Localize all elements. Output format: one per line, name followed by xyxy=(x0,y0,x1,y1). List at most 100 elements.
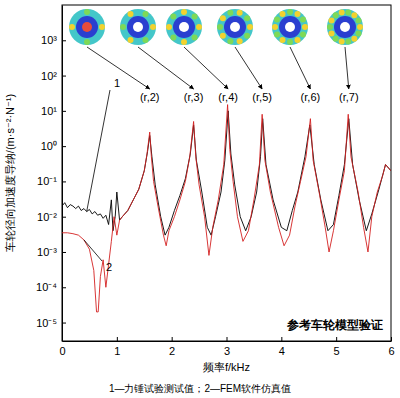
mode-shape-lobe xyxy=(280,11,286,17)
y-tick-mark xyxy=(62,252,66,253)
y-tick: 10¹ xyxy=(41,105,66,117)
mode-shape-rim xyxy=(217,9,253,45)
mode-shape-lobe xyxy=(170,35,176,41)
mode-shape-lobe xyxy=(244,15,250,21)
mode-shape-lobe xyxy=(287,39,293,45)
series-label: 1 xyxy=(114,77,120,89)
mode-shape-lobe xyxy=(287,9,293,15)
mode-arrow xyxy=(138,47,194,89)
mode-shape-lobe xyxy=(181,9,187,15)
x-tick-mark xyxy=(172,337,173,341)
x-tick-mark xyxy=(336,337,337,341)
mode-shapes xyxy=(69,9,363,45)
mode-shape-rim xyxy=(69,9,105,45)
mode-label: (r,2) xyxy=(140,91,160,103)
mode-shape-lobe xyxy=(143,11,149,17)
caption: 1—力锤试验测试值；2—FEM软件仿真值 xyxy=(109,383,291,394)
y-tick-mark xyxy=(62,323,66,324)
y-tick: 10⁻⁵ xyxy=(36,317,66,329)
mode-shape-lobe xyxy=(237,38,243,44)
x-tick: 4 xyxy=(279,337,285,357)
mode-shape-lobe xyxy=(274,32,280,38)
mode-shape-lobe xyxy=(328,17,334,23)
mode-label: (r,3) xyxy=(184,91,204,103)
x-tick-mark xyxy=(117,337,118,341)
x-tick-mark xyxy=(227,337,228,341)
x-tick-label: 3 xyxy=(224,345,230,357)
mode-arrow xyxy=(235,47,262,89)
mode-shape-lobe xyxy=(84,39,90,45)
mode-shape-lobe xyxy=(217,24,223,30)
mode-shape-lobe xyxy=(333,36,339,42)
mode-shape-lobe xyxy=(181,39,187,45)
mode-shape-web xyxy=(76,16,98,38)
x-tick: 2 xyxy=(169,337,175,357)
mode-shape-hub xyxy=(230,22,240,32)
mode-shape-web xyxy=(224,16,246,38)
x-tick-label: 6 xyxy=(388,345,394,357)
y-tick-label: 10⁻³ xyxy=(37,246,57,258)
mode-shape-lobe xyxy=(345,9,351,15)
mode-shape-lobe xyxy=(356,31,362,37)
mode-shape-lobe xyxy=(128,11,134,17)
mode-shape-hub xyxy=(133,22,143,32)
mode-shape-lobe xyxy=(128,37,134,43)
mode-labels: (r,2)(r,3)(r,4)(r,5)(r,6)(r,7) xyxy=(87,47,359,103)
x-tick: 5 xyxy=(334,337,340,357)
x-axis: 0123456 xyxy=(59,337,394,357)
mode-shape-lobe xyxy=(166,24,172,30)
mode-shape-lobe xyxy=(69,24,75,30)
series-label: 2 xyxy=(106,261,112,273)
mode-shape-lobe xyxy=(143,37,149,43)
mode-shape-lobe xyxy=(339,9,345,15)
mode-shape-lobe xyxy=(272,24,278,30)
x-tick: 1 xyxy=(114,337,120,357)
mode-shape-lobe xyxy=(280,37,286,43)
mode-arrow xyxy=(184,47,228,89)
mode-shape xyxy=(272,9,308,45)
x-tick: 3 xyxy=(224,337,230,357)
mode-shape xyxy=(120,9,156,45)
y-tick-label: 10⁻² xyxy=(37,211,57,223)
x-tick-mark xyxy=(281,337,282,341)
chart: 012345610⁻⁵10⁻⁴10⁻³10⁻²10⁻¹10⁰10¹10²10³(… xyxy=(0,0,400,398)
y-tick-label: 10³ xyxy=(41,34,57,46)
mode-shape-lobe xyxy=(227,38,233,44)
mode-shape-rim xyxy=(166,9,202,45)
x-tick-label: 5 xyxy=(334,345,340,357)
mode-shape-lobe xyxy=(339,39,345,45)
y-tick-label: 10² xyxy=(41,70,57,82)
mode-shape-rim xyxy=(272,9,308,45)
mode-shape-lobe xyxy=(84,9,90,15)
y-axis-title: 车轮径向加速度导纳/(m·s⁻²·N⁻¹) xyxy=(4,94,16,252)
mode-shape-lobe xyxy=(356,17,362,23)
mode-shape-rim xyxy=(327,9,363,45)
mode-shape-lobe xyxy=(295,37,301,43)
mode-shape-lobe xyxy=(247,24,253,30)
mode-shape-lobe xyxy=(345,39,351,45)
mode-shape-lobe xyxy=(99,24,105,30)
mode-arrow xyxy=(87,47,150,89)
y-tick-mark xyxy=(62,217,66,218)
plot: 012345610⁻⁵10⁻⁴10⁻³10⁻²10⁻¹10⁰10¹10²10³(… xyxy=(36,5,395,357)
series-line xyxy=(62,111,391,235)
mode-shape-lobe xyxy=(295,11,301,17)
annotation: 参考车轮模型验证 xyxy=(286,318,383,332)
plot-frame xyxy=(62,5,391,341)
x-tick: 6 xyxy=(388,337,394,357)
y-axis: 10⁻⁵10⁻⁴10⁻³10⁻²10⁻¹10⁰10¹10²10³ xyxy=(36,6,66,342)
mode-shape-web xyxy=(279,16,301,38)
mode-shape-hub xyxy=(285,22,295,32)
y-tick: 10³ xyxy=(41,34,66,46)
y-tick-label: 10⁻¹ xyxy=(37,175,57,187)
y-tick-label: 10⁻⁴ xyxy=(36,281,57,293)
mode-shape xyxy=(217,9,253,45)
series-leader xyxy=(87,90,110,212)
y-tick-mark xyxy=(62,40,66,41)
y-tick-mark xyxy=(62,287,66,288)
mode-shape-lobe xyxy=(351,36,357,42)
y-tick: 10⁻⁴ xyxy=(36,281,66,293)
mode-label: (r,4) xyxy=(218,91,238,103)
mode-shape-web xyxy=(334,16,356,38)
mode-shape-hub xyxy=(82,22,92,32)
